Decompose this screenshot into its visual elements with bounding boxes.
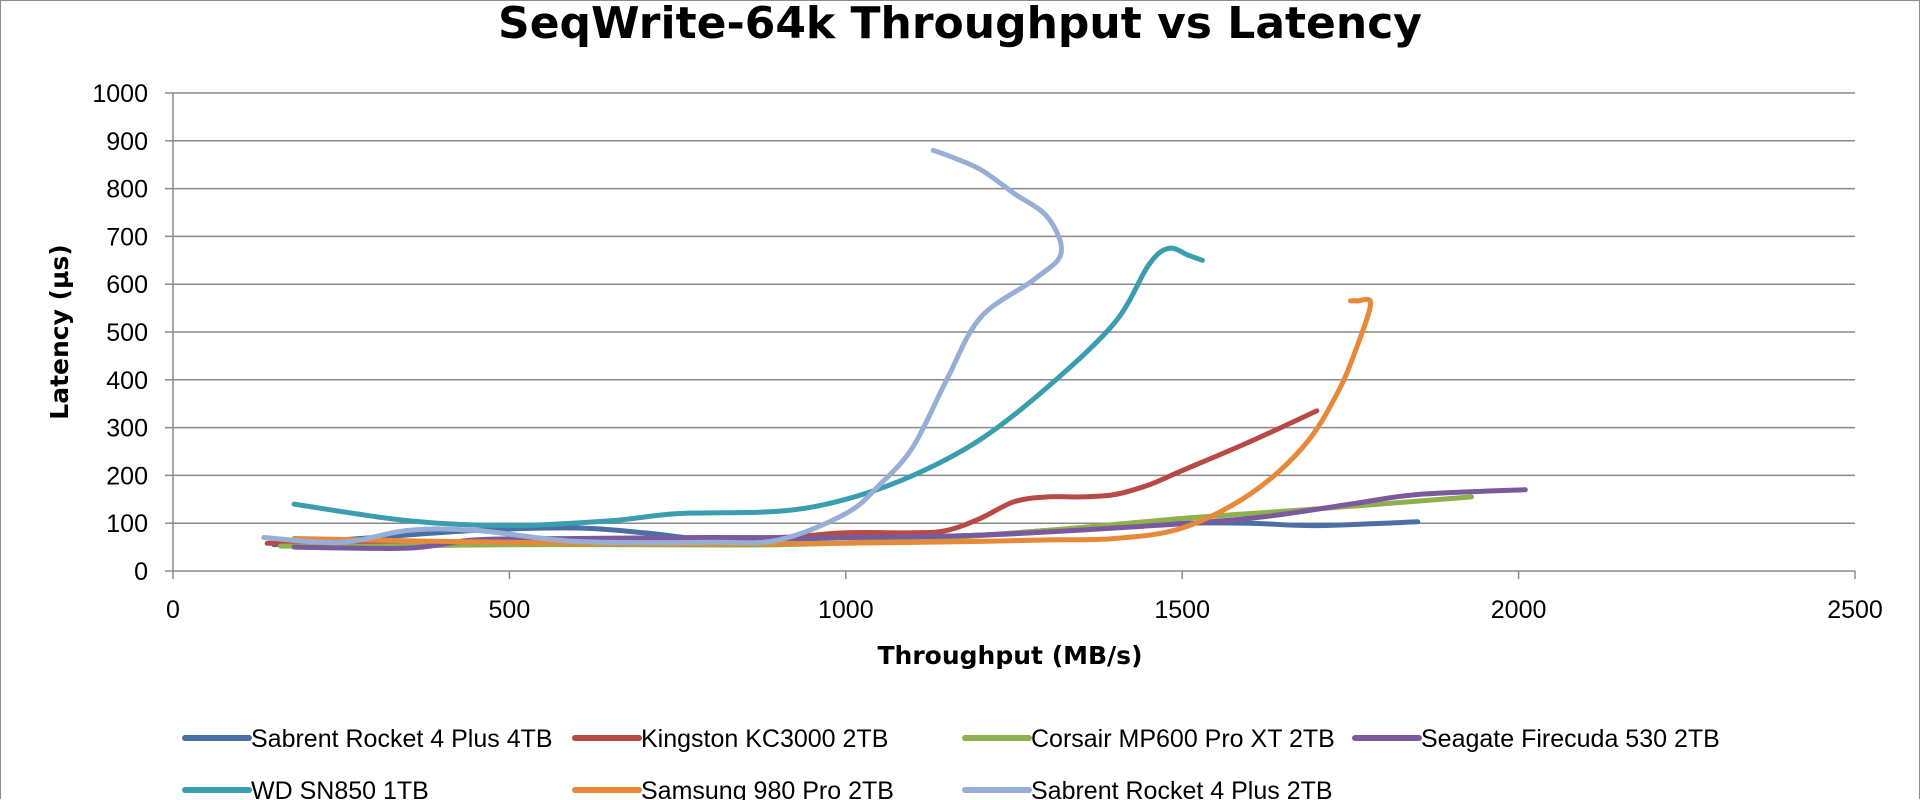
chart-title: SeqWrite-64k Throughput vs Latency xyxy=(498,0,1422,49)
legend-item: Samsung 980 Pro 2TB xyxy=(572,777,894,800)
y-tick-label: 100 xyxy=(106,510,148,538)
y-tick-label: 200 xyxy=(106,462,148,490)
y-tick-label: 800 xyxy=(106,176,148,204)
y-tick-label: 700 xyxy=(106,223,148,251)
axes xyxy=(172,93,1855,572)
legend-label: WD SN850 1TB xyxy=(251,777,429,800)
y-tick-label: 600 xyxy=(106,271,148,299)
gridlines xyxy=(173,92,1855,524)
series-line-7 xyxy=(261,147,1064,546)
legend-label: Kingston KC3000 2TB xyxy=(641,725,888,753)
x-tick-label: 2000 xyxy=(1491,596,1547,624)
y-tick-label: 300 xyxy=(106,415,148,443)
y-tick-label: 0 xyxy=(134,558,148,586)
series-line-5 xyxy=(291,245,1205,529)
y-axis-title: Latency (µs) xyxy=(45,244,74,419)
y-tick-labels: 0 100 200 300 400 500 600 700 800 900 1000 xyxy=(92,80,173,586)
y-tick-label: 500 xyxy=(106,319,148,347)
y-tick-label: 900 xyxy=(106,128,148,156)
legend-item: Sabrent Rocket 4 Plus 4TB xyxy=(182,725,553,753)
legend: Sabrent Rocket 4 Plus 4TB Kingston KC3000… xyxy=(182,725,1720,800)
series-lines xyxy=(261,147,1528,551)
x-tick-label: 0 xyxy=(166,596,180,624)
legend-label: Sabrent Rocket 4 Plus 2TB xyxy=(1031,777,1333,800)
legend-item: Sabrent Rocket 4 Plus 2TB xyxy=(962,777,1333,800)
legend-label: Samsung 980 Pro 2TB xyxy=(641,777,894,800)
x-axis-title: Throughput (MB/s) xyxy=(878,641,1143,670)
x-tick-label: 500 xyxy=(489,596,531,624)
legend-label: Seagate Firecuda 530 2TB xyxy=(1421,725,1720,753)
y-tick-label: 400 xyxy=(106,367,148,395)
x-tick-label: 2500 xyxy=(1827,596,1883,624)
series-line-6 xyxy=(291,296,1374,547)
legend-label: Sabrent Rocket 4 Plus 4TB xyxy=(251,725,553,753)
x-tick-label: 1000 xyxy=(818,596,874,624)
legend-item: WD SN850 1TB xyxy=(182,777,429,800)
legend-item: Corsair MP600 Pro XT 2TB xyxy=(962,725,1335,753)
y-tick-label: 1000 xyxy=(92,80,148,108)
legend-label: Corsair MP600 Pro XT 2TB xyxy=(1031,725,1335,753)
x-tick-label: 1500 xyxy=(1154,596,1210,624)
x-tick-labels: 0 500 1000 1500 2000 2500 xyxy=(166,571,1883,624)
legend-item: Seagate Firecuda 530 2TB xyxy=(1352,725,1720,753)
legend-item: Kingston KC3000 2TB xyxy=(572,725,888,753)
